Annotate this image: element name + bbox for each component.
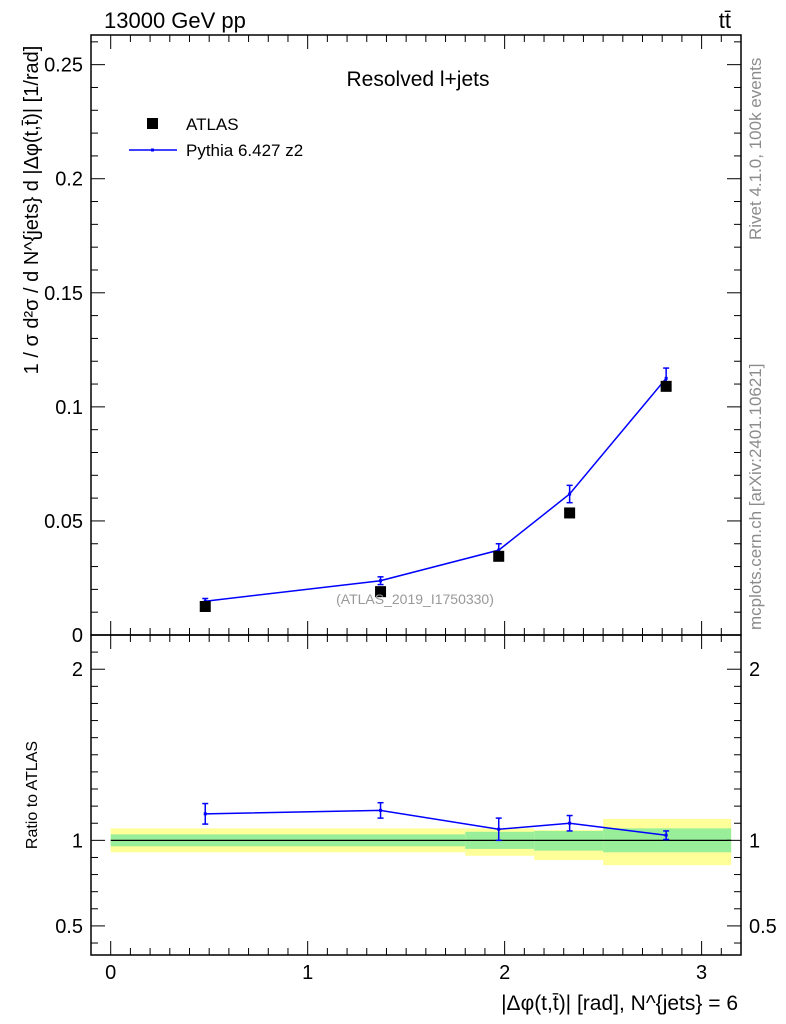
pythia-point — [664, 376, 668, 380]
main-ticks: 0 0.05 0.1 0.15 0.2 0.25 — [44, 35, 742, 647]
main-panel: 0 0.05 0.1 0.15 0.2 0.25 Resolved l+jets (ATL… — [21, 34, 742, 647]
legend-atlas-label: ATLAS — [186, 115, 239, 134]
ratio-ticks: 0.5 0.5 1 1 2 2 0 1 2 3 — [55, 634, 777, 984]
atlas-point — [493, 550, 505, 562]
atlas-point — [375, 586, 387, 598]
legend-pythia-label: Pythia 6.427 z2 — [186, 141, 303, 160]
ratio-point — [203, 812, 207, 816]
legend: ATLAS Pythia 6.427 z2 — [129, 115, 303, 160]
ratio-y-tick-label: 2 — [72, 659, 83, 681]
ratio-y-tick-label: 0.5 — [55, 916, 83, 938]
energy-label: 13000 GeV pp — [104, 8, 246, 33]
y-tick-label: 0.25 — [44, 55, 83, 77]
pythia-point — [379, 579, 383, 583]
ratio-y-tick-label-right: 2 — [749, 659, 760, 681]
main-data — [199, 367, 672, 612]
ratio-uncertainty-bands — [110, 818, 732, 866]
y-tick-label: 0.05 — [44, 511, 83, 533]
ratio-point — [664, 833, 668, 837]
x-tick-label: 1 — [302, 962, 313, 984]
pythia-point — [497, 548, 501, 552]
rivet-label: Rivet 4.1.0, 100k events — [746, 58, 765, 240]
main-title: Resolved l+jets — [347, 68, 490, 91]
y-tick-label: 0.2 — [55, 169, 83, 191]
ratio-point — [379, 808, 383, 812]
mcplots-label: mcplots.cern.ch [arXiv:2401.10621] — [746, 364, 765, 630]
ratio-point — [568, 821, 572, 825]
main-y-axis-label: 1 / σ d²σ / d N^{jets} d |Δφ(t,t̄)| [1/r… — [21, 46, 43, 375]
ratio-y-tick-label-right: 1 — [749, 830, 760, 852]
x-tick-label: 2 — [499, 962, 510, 984]
ratio-frame — [90, 634, 742, 956]
ratio-point — [497, 827, 501, 831]
ratio-y-tick-label-right: 0.5 — [749, 916, 777, 938]
pythia-point — [568, 492, 572, 496]
y-tick-label: 0.15 — [44, 283, 83, 305]
ratio-data — [202, 801, 670, 842]
pythia-line — [205, 377, 667, 602]
x-axis-label: |Δφ(t,t̄)| [rad], N^{jets} = 6 — [501, 992, 738, 1015]
process-label: tt̄ — [719, 8, 731, 33]
x-tick-label: 3 — [696, 962, 707, 984]
y-tick-label: 0 — [72, 625, 83, 647]
ratio-y-axis-label: Ratio to ATLAS — [24, 741, 41, 849]
legend-pythia-marker — [151, 148, 154, 152]
ratio-y-tick-label: 1 — [72, 830, 83, 852]
atlas-point — [660, 380, 672, 392]
atlas-point — [199, 600, 211, 612]
ratio-panel: 0.5 0.5 1 1 2 2 0 1 2 3 Ratio to ATLAS |Δφ(t,t̄)|… — [24, 634, 777, 1015]
watermark: (ATLAS_2019_I1750330) — [336, 591, 494, 607]
atlas-point — [564, 507, 576, 519]
y-tick-label: 0.1 — [55, 397, 83, 419]
x-tick-label: 0 — [105, 962, 116, 984]
legend-atlas-marker — [147, 118, 158, 129]
